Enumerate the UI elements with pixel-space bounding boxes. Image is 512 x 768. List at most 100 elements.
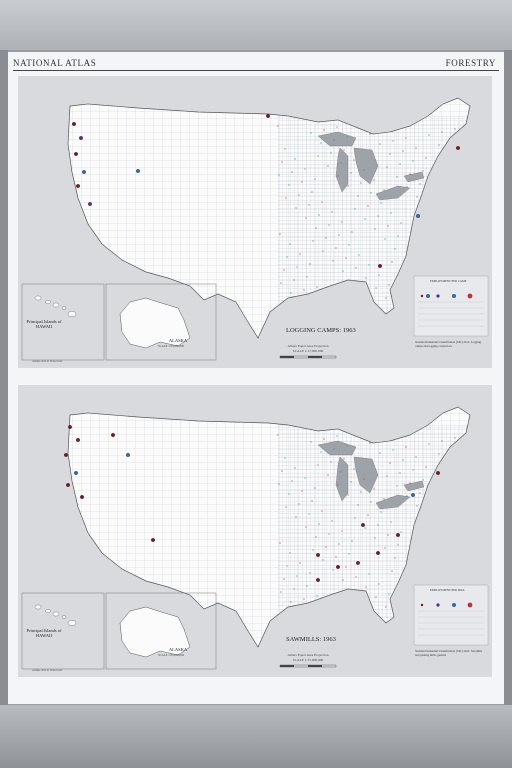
small-marker <box>330 461 332 463</box>
small-marker <box>338 234 340 236</box>
small-marker <box>278 483 280 485</box>
small-marker <box>337 175 339 177</box>
great-lake <box>335 147 349 193</box>
small-marker <box>304 168 306 170</box>
establishment-dot <box>436 471 440 475</box>
hawaii-island <box>61 615 67 619</box>
small-marker <box>368 573 370 575</box>
small-marker <box>335 556 337 558</box>
small-marker <box>383 498 385 500</box>
small-marker <box>443 239 445 241</box>
small-marker <box>427 265 429 267</box>
small-marker <box>300 302 302 304</box>
small-marker <box>456 545 458 547</box>
small-marker <box>279 542 281 544</box>
poster-frame-bottom <box>0 705 512 768</box>
establishment-dot <box>111 433 115 437</box>
small-marker <box>422 479 424 481</box>
small-marker <box>386 475 388 477</box>
establishment-dot <box>79 136 83 140</box>
establishment-dot <box>396 533 400 537</box>
small-marker <box>427 574 429 576</box>
small-marker <box>320 142 322 144</box>
small-marker <box>409 173 411 175</box>
small-marker <box>360 182 362 184</box>
small-marker <box>342 270 344 272</box>
small-marker <box>306 276 308 278</box>
small-marker <box>293 279 295 281</box>
small-marker <box>354 208 356 210</box>
small-marker <box>449 522 451 524</box>
great-lake <box>403 171 425 183</box>
small-marker <box>305 526 307 528</box>
small-marker <box>313 299 315 301</box>
establishment-dot <box>361 523 365 527</box>
small-marker <box>283 269 285 271</box>
small-marker <box>389 462 391 464</box>
small-marker <box>333 139 335 141</box>
small-marker <box>335 247 337 249</box>
establishment-dot <box>66 483 70 487</box>
small-marker <box>347 185 349 187</box>
establishment-dot <box>136 169 140 173</box>
small-marker <box>296 266 298 268</box>
small-marker <box>458 164 460 166</box>
small-marker <box>425 157 427 159</box>
small-marker <box>351 231 353 233</box>
map-title: SAWMILLS: 1963 <box>286 636 336 643</box>
small-marker <box>278 174 280 176</box>
small-marker <box>411 590 413 592</box>
establishment-dot <box>316 553 320 557</box>
small-marker <box>281 161 283 163</box>
small-marker <box>328 533 330 535</box>
small-marker <box>295 207 297 209</box>
small-marker <box>459 532 461 534</box>
small-marker <box>390 521 392 523</box>
small-marker <box>388 284 390 286</box>
small-marker <box>348 553 350 555</box>
small-marker <box>345 257 347 259</box>
small-marker <box>397 235 399 237</box>
legend-box <box>413 584 489 646</box>
small-marker <box>451 141 453 143</box>
small-marker <box>285 506 287 508</box>
legend-symbol <box>452 294 456 298</box>
small-marker <box>365 277 367 279</box>
small-marker <box>296 575 298 577</box>
small-marker <box>357 195 359 197</box>
small-marker <box>374 228 376 230</box>
small-marker <box>314 487 316 489</box>
section-title: FORESTRY <box>445 58 496 68</box>
small-marker <box>462 210 464 212</box>
small-marker <box>385 606 387 608</box>
hawaii-island <box>34 295 42 301</box>
logging-camps-map: LOGGING CAMPS: 1963 Albers Equal Area Pr… <box>18 76 492 368</box>
small-marker <box>315 227 317 229</box>
small-marker <box>401 580 403 582</box>
small-marker <box>377 215 379 217</box>
legend-heading: EMPLOYMENT PER MILL <box>430 588 466 592</box>
small-marker <box>325 546 327 548</box>
scale-label: SCALE 1:17,000,000 <box>292 658 324 662</box>
small-marker <box>412 160 414 162</box>
small-marker <box>379 143 381 145</box>
atlas-sheet: NATIONAL ATLAS FORESTRY LOGGING CAMPS: 1… <box>8 52 504 704</box>
small-marker <box>452 509 454 511</box>
small-marker <box>384 547 386 549</box>
small-marker <box>326 605 328 607</box>
small-marker <box>328 224 330 226</box>
small-marker <box>308 204 310 206</box>
hawaii-island <box>52 611 60 617</box>
small-marker <box>358 254 360 256</box>
small-marker <box>323 129 325 131</box>
small-marker <box>423 528 425 530</box>
small-marker <box>419 183 421 185</box>
great-lake <box>353 456 379 494</box>
small-marker <box>341 221 343 223</box>
sawmills-map: SAWMILLS: 1963 Albers Equal Area Project… <box>18 385 492 677</box>
small-marker <box>375 596 377 598</box>
alaska-scale-label: SCALE 1:35,000,000 <box>158 653 185 657</box>
small-marker <box>460 272 462 274</box>
small-marker <box>429 193 431 195</box>
poster-frame-right <box>504 50 512 705</box>
